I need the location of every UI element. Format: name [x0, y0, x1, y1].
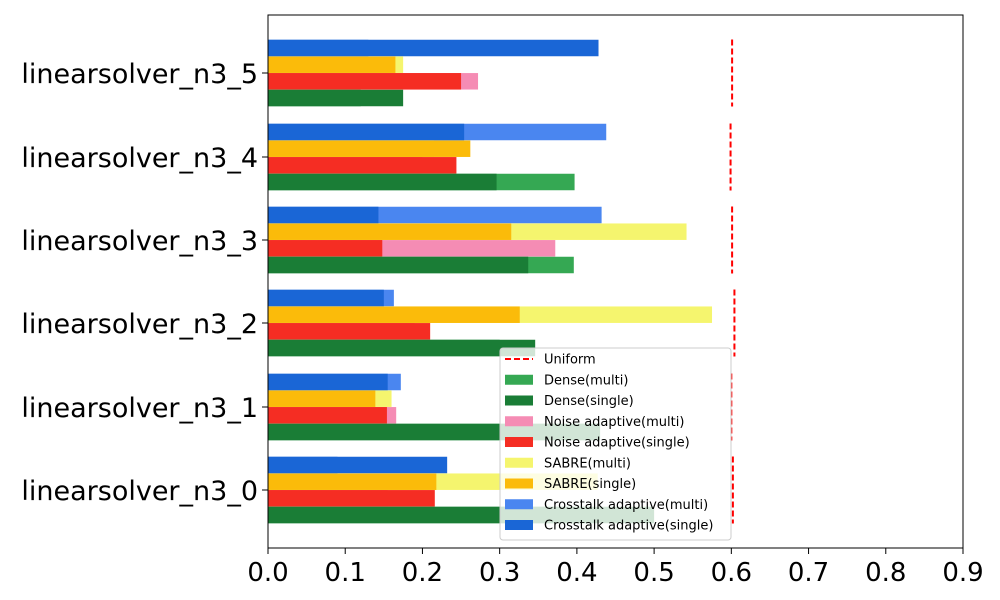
x-tick-label: 0.8	[865, 558, 906, 588]
bar-sabre-single-linearsolver_n3_2	[268, 306, 520, 323]
x-tick-label: 0.7	[788, 558, 829, 588]
legend-swatch-sabre-single	[505, 478, 533, 489]
x-tick-label: 0.1	[325, 558, 366, 588]
legend: Uniform Dense(multi) Dense(single) Noise ad…	[499, 347, 732, 541]
legend-swatch-noise-adaptive-single	[505, 437, 533, 447]
bar-crosstalk-adaptive-single-linearsolver_n3_5	[268, 39, 599, 57]
bar-noise-adaptive-single-linearsolver_n3_2	[268, 323, 431, 340]
y-axis: linearsolver_n3_0 linearsolver_n3_1 linear…	[21, 59, 268, 507]
bar-dense-single-linearsolver_n3_4	[268, 173, 497, 191]
plot-frame	[267, 14, 964, 549]
bar-sabre-single-linearsolver_n3_5	[268, 56, 396, 73]
bar-crosstalk-adaptive-single-linearsolver_n3_4	[268, 123, 465, 141]
x-tick-label: 0.5	[633, 558, 674, 588]
legend-swatch-crosstalk-adaptive-single	[505, 520, 533, 530]
y-tick-label: linearsolver_n3_3	[21, 226, 258, 257]
bar-sabre-single-linearsolver_n3_1	[268, 390, 376, 407]
legend-label-sabre-single: SABRE(single)	[544, 477, 636, 492]
legend-label-noise-adaptive-multi: Noise adaptive(multi)	[544, 415, 684, 430]
y-tick-label: linearsolver_n3_0	[21, 476, 258, 507]
x-tick-label: 0.6	[711, 558, 752, 588]
bar-noise-adaptive-single-linearsolver_n3_0	[268, 490, 435, 507]
bar-crosstalk-adaptive-single-linearsolver_n3_3	[268, 206, 379, 224]
y-tick-label: linearsolver_n3_2	[21, 309, 258, 340]
bar-noise-adaptive-single-linearsolver_n3_3	[268, 240, 383, 257]
legend-swatch-crosstalk-adaptive-multi	[505, 499, 533, 510]
x-tick-label: 0.4	[556, 558, 597, 588]
x-axis: 0.0 0.1 0.2 0.3 0.4 0.5 0.6 0.7 0.8 0.9	[247, 548, 984, 588]
bar-crosstalk-adaptive-single-linearsolver_n3_1	[268, 373, 388, 391]
bar-sabre-single-linearsolver_n3_4	[268, 140, 471, 157]
y-tick-label: linearsolver_n3_1	[21, 393, 258, 424]
legend-swatch-sabre-multi	[505, 457, 533, 468]
legend-label-crosstalk-adaptive-single: Crosstalk adaptive(single)	[544, 519, 713, 534]
bar-dense-single-linearsolver_n3_5	[268, 89, 404, 107]
bar-noise-adaptive-single-linearsolver_n3_4	[268, 157, 457, 174]
x-tick-label: 0.3	[479, 558, 520, 588]
legend-box	[499, 347, 732, 541]
legend-swatch-noise-adaptive-multi	[505, 416, 533, 427]
legend-label-sabre-multi: SABRE(multi)	[544, 456, 631, 471]
legend-swatch-dense-single	[505, 395, 533, 406]
legend-swatch-dense-multi	[505, 374, 533, 385]
x-tick-label: 0.0	[247, 558, 288, 588]
bar-dense-single-linearsolver_n3_3	[268, 256, 529, 274]
y-tick-label: linearsolver_n3_5	[21, 59, 258, 90]
legend-label-uniform: Uniform	[544, 353, 596, 368]
bar-crosstalk-adaptive-single-linearsolver_n3_0	[268, 456, 448, 474]
y-tick-label: linearsolver_n3_4	[21, 143, 258, 174]
x-tick-label: 0.9	[942, 558, 983, 588]
bar-dense-single-linearsolver_n3_2	[268, 339, 536, 357]
legend-label-dense-multi: Dense(multi)	[544, 373, 628, 388]
legend-label-noise-adaptive-single: Noise adaptive(single)	[544, 436, 690, 451]
bar-crosstalk-adaptive-single-linearsolver_n3_2	[268, 289, 384, 307]
x-tick-label: 0.2	[402, 558, 443, 588]
bar-noise-adaptive-single-linearsolver_n3_1	[268, 407, 387, 424]
legend-label-crosstalk-adaptive-multi: Crosstalk adaptive(multi)	[544, 498, 708, 513]
legend-label-dense-single: Dense(single)	[544, 394, 634, 409]
bar-noise-adaptive-single-linearsolver_n3_5	[268, 73, 462, 90]
bar-sabre-single-linearsolver_n3_3	[268, 223, 512, 240]
bar-sabre-single-linearsolver_n3_0	[268, 473, 437, 490]
